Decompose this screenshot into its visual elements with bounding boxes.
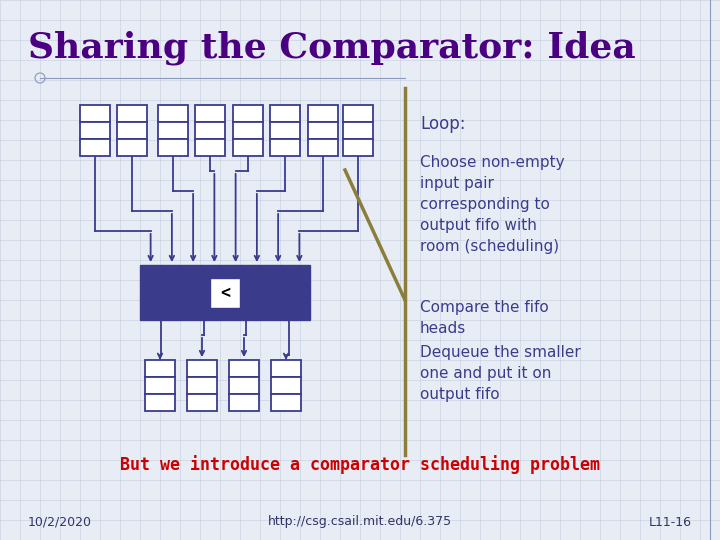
Text: Loop:: Loop: [420,115,466,133]
Bar [195,105,225,122]
Bar [233,105,263,122]
Bar [145,377,175,394]
Bar [229,377,259,394]
Bar [271,394,301,411]
Bar [343,139,373,156]
Bar [187,394,217,411]
Bar [117,122,147,139]
Bar [308,139,338,156]
Bar [233,122,263,139]
Bar [145,394,175,411]
Bar [343,122,373,139]
Text: Compare the fifo
heads: Compare the fifo heads [420,300,549,336]
Text: L11-16: L11-16 [649,516,692,529]
Bar [80,105,110,122]
Bar [270,139,300,156]
Bar [210,278,240,307]
Bar [195,139,225,156]
Bar [187,377,217,394]
Text: Dequeue the smaller
one and put it on
output fifo: Dequeue the smaller one and put it on ou… [420,345,581,402]
Bar [158,139,188,156]
Bar [117,105,147,122]
Bar [80,139,110,156]
Text: http://csg.csail.mit.edu/6.375: http://csg.csail.mit.edu/6.375 [268,516,452,529]
Bar [270,122,300,139]
Bar [229,360,259,377]
Bar [270,105,300,122]
Bar [195,122,225,139]
Bar [343,105,373,122]
Bar [308,105,338,122]
Text: <: < [220,284,230,301]
Bar [271,377,301,394]
Bar [229,394,259,411]
Bar [158,105,188,122]
Bar [117,139,147,156]
Bar [308,122,338,139]
Bar [145,360,175,377]
Bar [80,122,110,139]
Bar [187,360,217,377]
Text: Choose non-empty
input pair
corresponding to
output fifo with
room (scheduling): Choose non-empty input pair correspondin… [420,155,564,254]
Text: 10/2/2020: 10/2/2020 [28,516,92,529]
Bar [158,122,188,139]
Bar [271,360,301,377]
Text: Sharing the Comparator: Idea: Sharing the Comparator: Idea [28,31,636,65]
Bar [140,265,310,320]
Text: But we introduce a comparator scheduling problem: But we introduce a comparator scheduling… [120,456,600,475]
Bar [233,139,263,156]
